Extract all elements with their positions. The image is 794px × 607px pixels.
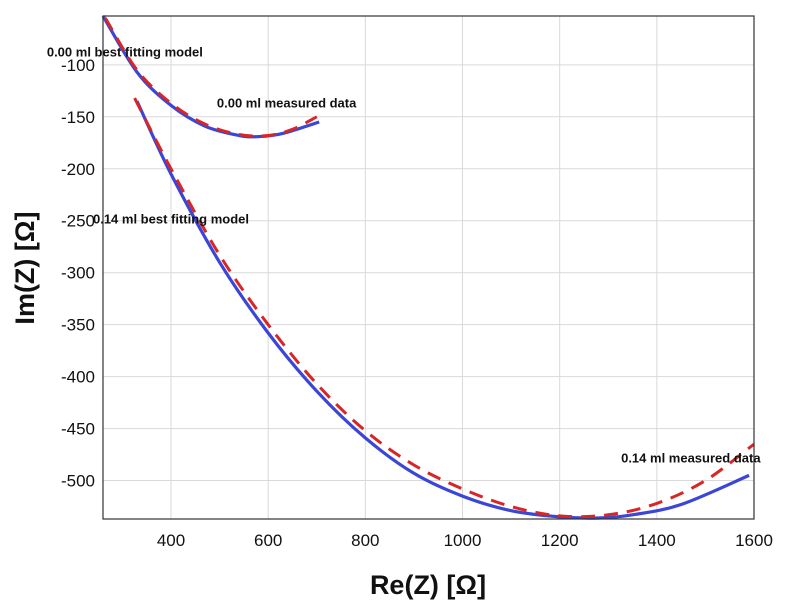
- y-tick-label: -100: [61, 56, 95, 75]
- series-group: [101, 15, 755, 520]
- x-tick-label: 1600: [735, 531, 773, 550]
- grid: [103, 16, 755, 519]
- y-tick-label: -450: [61, 420, 95, 439]
- series-line-0-14-ml-measured-data: [133, 97, 755, 519]
- x-tick-label: 1000: [444, 531, 482, 550]
- series-line-0-14-ml-best-fitting-model: [135, 100, 750, 520]
- y-tick-label: -250: [61, 212, 95, 231]
- y-tick-label: -400: [61, 368, 95, 387]
- annotations: 0.00 ml best fitting model 0.00 ml measur…: [47, 44, 761, 465]
- series-line-0-00-ml-measured-data: [104, 17, 318, 138]
- annotation-label: 0.14 ml best fitting model: [93, 212, 249, 227]
- y-tick-label: -200: [61, 160, 95, 179]
- plot-frame: [102, 15, 755, 520]
- y-tick-label: -500: [61, 472, 95, 491]
- x-tick-label: 800: [351, 531, 379, 550]
- y-tick-label: -150: [61, 108, 95, 127]
- plot-background: [103, 16, 754, 519]
- x-tick-label: 1200: [541, 531, 579, 550]
- y-tick-label: -300: [61, 264, 95, 283]
- y-axis-title: Im(Z) [Ω]: [10, 211, 40, 324]
- y-tick-labels: -100 -150 -200 -250 -300 -350 -400 -450 -500: [61, 56, 95, 491]
- x-tick-labels: 400 600 800 1000 1200 1400 1600: [157, 531, 773, 550]
- annotation-label: 0.00 ml best fitting model: [47, 44, 203, 59]
- x-tick-label: 1400: [638, 531, 676, 550]
- annotation-label: 0.00 ml measured data: [217, 95, 357, 110]
- x-axis-title: Re(Z) [Ω]: [370, 570, 486, 600]
- y-tick-label: -350: [61, 316, 95, 335]
- annotation-label: 0.14 ml measured data: [621, 451, 761, 466]
- x-tick-label: 400: [157, 531, 185, 550]
- x-tick-label: 600: [254, 531, 282, 550]
